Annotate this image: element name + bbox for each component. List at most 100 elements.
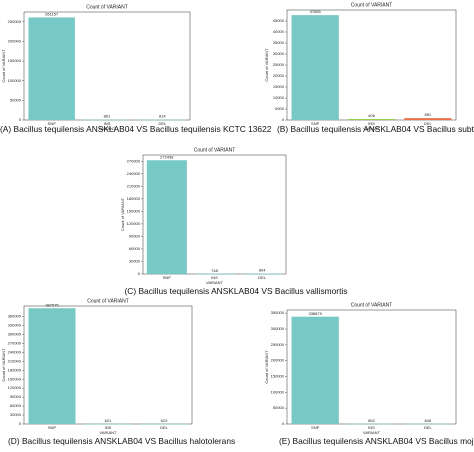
x-axis-label: VARIANT bbox=[98, 126, 116, 131]
y-tick-label: 35000 bbox=[273, 40, 285, 45]
value-label: 814 bbox=[159, 114, 166, 119]
bar bbox=[146, 160, 187, 274]
caption: (B) Bacillus tequilensis ANSKLAB04 VS Ba… bbox=[277, 124, 474, 134]
value-label: 387575 bbox=[45, 302, 59, 307]
y-tick-label: 120000 bbox=[127, 221, 141, 226]
y-tick-label: 120000 bbox=[8, 385, 22, 390]
y-axis-label: Count of VARIANT bbox=[120, 197, 125, 231]
value-label: 406 bbox=[368, 113, 375, 118]
y-tick-label: 330000 bbox=[8, 322, 22, 327]
y-axis-label: Count of VARIANT bbox=[264, 48, 269, 82]
x-tick-label: SNP bbox=[311, 425, 320, 430]
value-label: 272438 bbox=[160, 154, 174, 159]
bar bbox=[404, 118, 452, 120]
y-tick-label: 50000 bbox=[10, 97, 22, 102]
x-tick-label: SNP bbox=[311, 121, 320, 126]
y-tick-label: 270000 bbox=[127, 158, 141, 163]
chart-title: Count of VARIANT bbox=[87, 298, 129, 304]
y-tick-label: 50000 bbox=[273, 405, 285, 410]
value-label: 338879 bbox=[308, 311, 322, 316]
chart-title: Count of VARIANT bbox=[351, 302, 393, 308]
y-tick-label: 30000 bbox=[129, 259, 141, 264]
x-tick-label: INS bbox=[105, 425, 112, 430]
value-label: 623 bbox=[161, 418, 168, 423]
y-tick-label: 45000 bbox=[273, 18, 285, 23]
y-tick-label: 360000 bbox=[8, 314, 22, 319]
x-axis-label: VARIANT bbox=[363, 430, 381, 435]
caption: (D) Bacillus tequilensis ANSKLAB04 VS Ba… bbox=[8, 436, 235, 446]
y-axis-label: Count of VARIANT bbox=[264, 350, 269, 384]
bar bbox=[28, 17, 75, 120]
value-label: 748 bbox=[211, 268, 218, 273]
x-tick-label: INS bbox=[368, 121, 375, 126]
bar bbox=[242, 273, 283, 275]
y-tick-label: 30000 bbox=[273, 51, 285, 56]
y-tick-label: 0 bbox=[138, 271, 141, 276]
y-tick-label: 210000 bbox=[127, 183, 141, 188]
y-tick-label: 150000 bbox=[8, 58, 22, 63]
bar bbox=[291, 316, 339, 424]
y-tick-label: 0 bbox=[282, 421, 285, 426]
value-label: 621 bbox=[105, 418, 112, 423]
bar bbox=[140, 423, 188, 425]
y-tick-label: 25000 bbox=[273, 62, 285, 67]
y-tick-label: 100000 bbox=[8, 78, 22, 83]
x-tick-label: DEL bbox=[424, 121, 433, 126]
caption: (E) Bacillus tequilensis ANSKLAB04 VS Ba… bbox=[279, 436, 474, 446]
value-label: 804 bbox=[259, 268, 266, 273]
y-tick-label: 300000 bbox=[8, 331, 22, 336]
y-tick-label: 270000 bbox=[8, 340, 22, 345]
y-tick-label: 210000 bbox=[8, 358, 22, 363]
value-label: 852 bbox=[368, 418, 375, 423]
bar bbox=[347, 423, 396, 425]
bar bbox=[28, 308, 76, 424]
y-tick-label: 90000 bbox=[129, 233, 141, 238]
y-tick-label: 240000 bbox=[8, 349, 22, 354]
x-tick-label: DEL bbox=[158, 121, 167, 126]
bar bbox=[291, 15, 339, 120]
chart-title: Count of VARIANT bbox=[86, 4, 128, 10]
y-tick-label: 20000 bbox=[273, 73, 285, 78]
x-tick-label: SNP bbox=[48, 425, 57, 430]
bar bbox=[83, 119, 131, 121]
y-tick-label: 240000 bbox=[127, 171, 141, 176]
y-tick-label: 90000 bbox=[10, 394, 22, 399]
y-tick-label: 0 bbox=[282, 117, 285, 122]
x-tick-label: INS bbox=[104, 121, 111, 126]
y-axis-label: Count of VARIANT bbox=[1, 49, 6, 83]
x-tick-label: SNP bbox=[163, 275, 172, 280]
y-tick-label: 200000 bbox=[8, 39, 22, 44]
y-tick-label: 0 bbox=[19, 117, 22, 122]
value-label: 261157 bbox=[45, 11, 59, 16]
x-axis-label: VARIANT bbox=[99, 430, 117, 435]
x-tick-label: INS bbox=[211, 275, 218, 280]
y-tick-label: 200000 bbox=[271, 358, 285, 363]
x-axis-label: VARIANT bbox=[206, 280, 224, 285]
caption: (A) Bacillus tequilensis ANSKLAB04 VS Ba… bbox=[0, 124, 272, 134]
x-tick-label: DEL bbox=[424, 425, 433, 430]
y-tick-label: 250000 bbox=[271, 342, 285, 347]
y-tick-label: 10000 bbox=[273, 95, 285, 100]
bar bbox=[404, 423, 452, 425]
y-tick-label: 180000 bbox=[127, 196, 141, 201]
chart-title: Count of VARIANT bbox=[194, 147, 236, 153]
y-tick-label: 60000 bbox=[129, 246, 141, 251]
caption: (C) Bacillus tequilensis ANSKLAB04 VS Ba… bbox=[125, 286, 348, 296]
y-tick-label: 60000 bbox=[10, 403, 22, 408]
y-tick-label: 250000 bbox=[8, 19, 22, 24]
bar bbox=[84, 423, 132, 425]
y-tick-label: 150000 bbox=[127, 208, 141, 213]
y-tick-label: 40000 bbox=[273, 29, 285, 34]
value-label: 845 bbox=[424, 418, 431, 423]
bar bbox=[139, 119, 186, 121]
y-tick-label: 150000 bbox=[271, 374, 285, 379]
y-tick-label: 30000 bbox=[10, 412, 22, 417]
x-tick-label: SNP bbox=[48, 121, 57, 126]
y-tick-label: 180000 bbox=[8, 367, 22, 372]
y-tick-label: 0 bbox=[19, 421, 22, 426]
x-tick-label: INS bbox=[368, 425, 375, 430]
value-label: 861 bbox=[104, 114, 111, 119]
y-tick-label: 150000 bbox=[8, 376, 22, 381]
y-tick-label: 350000 bbox=[271, 310, 285, 315]
